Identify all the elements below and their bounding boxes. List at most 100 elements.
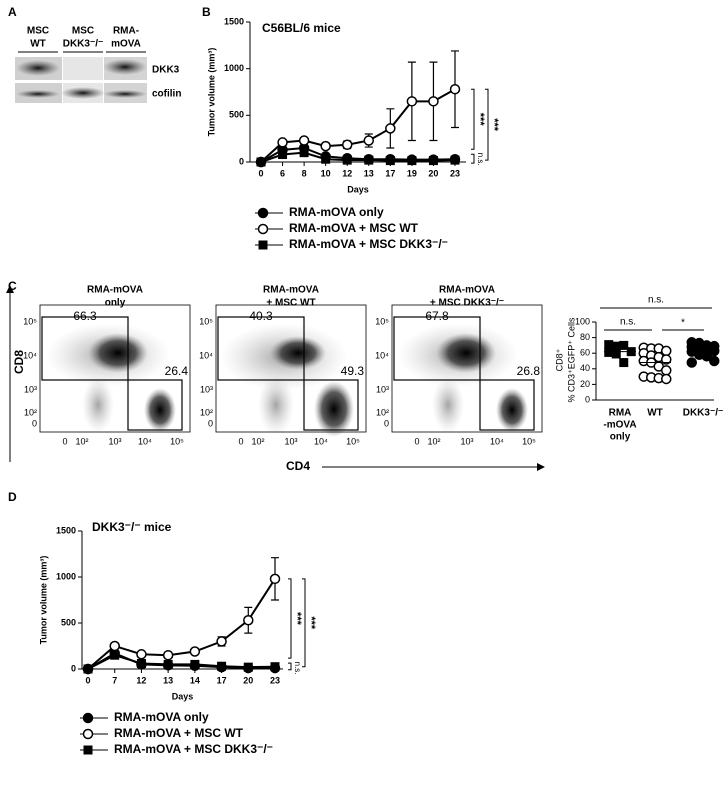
x-tick-label: 0 [414,436,419,446]
legend-label: RMA-mOVA + MSC DKK3⁻/⁻ [289,237,448,251]
plot-title: RMA-mOVA [439,285,495,296]
chart-title: DKK3⁻/⁻ mice [92,520,172,534]
data-point [243,614,254,626]
data-point [701,351,712,362]
gate [393,316,481,381]
y-axis-label: % CD3⁺EGFP⁺ Cells [566,317,576,403]
lane-label: RMA- [113,26,139,37]
plot-title: RMA-mOVA [263,285,319,296]
x-tick-label: WT [647,408,663,419]
series-line [260,88,456,163]
x-tick-label: 0 [238,436,243,446]
bracket [288,578,292,659]
data-point [619,340,629,350]
significance: n.s. [620,317,636,328]
bracket [471,153,475,164]
data-point [604,347,614,357]
legend-marker [82,712,94,724]
significance: n.s. [648,295,664,306]
y-tick-label: 80 [580,332,590,342]
data-point [109,640,120,652]
y-tick-label: 500 [229,110,244,120]
density [496,388,528,432]
blot-band [61,87,105,99]
x-tick-label: 20 [428,168,438,178]
data-point [363,135,375,146]
axis-title: CD4 [286,459,310,473]
significance: *** [305,616,317,630]
y-tick-label: 1500 [224,16,244,26]
x-tick-label: 0 [258,168,263,178]
lane-label: WT [30,39,46,50]
data-point [385,156,395,166]
gate [41,316,129,381]
data-point [661,345,672,357]
y-axis-label: Tumor volume (mm³) [38,556,48,645]
data-point [189,646,201,657]
data-point [299,148,309,158]
significance: *** [291,612,303,626]
y-tick-label: 0 [239,156,244,166]
blot-band [103,90,147,98]
panel-letter: B [202,5,211,19]
legend-label: RMA-mOVA + MSC WT [114,726,244,740]
y-tick-label: 1000 [224,63,244,73]
y-tick-label: 0 [32,418,37,428]
data-point [163,659,173,669]
x-tick-label: 14 [190,675,200,685]
x-tick-label: 10⁴ [314,436,328,446]
gate [303,379,359,431]
x-tick-label: 13 [364,168,374,178]
x-tick-label: 10⁴ [490,436,504,446]
x-tick-label: 0 [62,436,67,446]
data-point [190,659,200,669]
data-point [611,341,621,351]
data-point [364,155,374,165]
bracket [302,578,306,668]
y-axis-label: CD8⁺ [554,348,564,371]
data-point [341,139,353,150]
density [436,333,496,373]
data-point [110,650,120,660]
x-tick-label: 10³ [108,436,121,446]
y-tick-label: 10⁵ [375,316,389,326]
data-point [278,150,288,160]
data-point [449,83,461,95]
x-tick-label: 23 [450,168,460,178]
x-tick-label: 10⁵ [522,436,536,446]
legend-marker [257,207,269,219]
y-tick-label: 10⁴ [199,350,213,360]
x-tick-label: 7 [112,675,117,685]
row-label: cofilin [152,89,181,100]
x-tick-label: 10³ [460,436,473,446]
data-point [406,96,418,107]
arrowhead [6,285,14,293]
plot-frame [215,304,367,433]
y-tick-label: 10⁴ [375,350,389,360]
series-line [260,151,456,163]
y-tick-label: 10² [200,407,213,417]
y-tick-label: 100 [575,316,590,326]
significance: *** [488,118,500,132]
plot-title: + MSC DKK3⁻/⁻ [430,298,504,309]
data-point [243,662,253,672]
gate [127,379,183,431]
data-point [256,157,266,167]
x-tick-label: 10³ [284,436,297,446]
blot-band [16,90,60,98]
y-tick-label: 10² [376,407,389,417]
panel-letter: C [8,279,17,293]
significance: * [681,318,685,329]
data-point [217,661,227,671]
significance: *** [474,113,486,127]
y-tick-label: 1500 [56,525,76,535]
data-point [619,358,629,368]
plot-frame [39,304,191,433]
data-point [277,137,288,148]
data-point [136,649,147,660]
data-point [269,573,281,585]
y-tick-label: 10³ [376,384,389,394]
density [82,377,114,433]
plot-title: + MSC WT [266,298,315,309]
data-point [162,649,174,661]
